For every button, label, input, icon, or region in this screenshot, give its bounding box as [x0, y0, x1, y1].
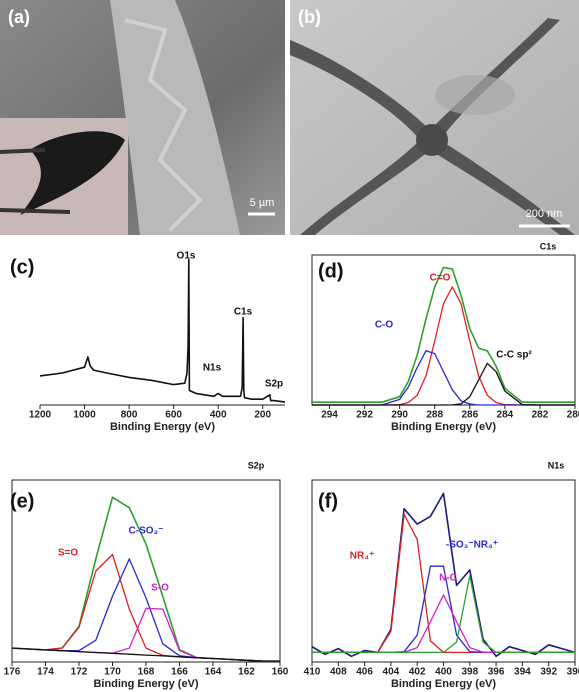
x-axis-label: Binding Energy (eV)	[391, 421, 496, 433]
panel-label: (f)	[318, 490, 338, 512]
spectrum-line	[12, 559, 280, 661]
x-tick-label: 394	[514, 667, 531, 678]
spectrum-line	[312, 351, 575, 405]
x-tick-label: 396	[488, 667, 505, 678]
scale-bar-label: 200 nm	[526, 208, 563, 220]
x-tick-label: 176	[4, 667, 21, 678]
x-tick-label: 170	[104, 667, 121, 678]
spectrum-line	[312, 268, 575, 403]
panel-label: (c)	[10, 256, 34, 278]
x-tick-label: 406	[356, 667, 373, 678]
x-tick-label: 284	[497, 410, 514, 421]
spectrum-line	[312, 363, 575, 405]
x-tick-label: 290	[391, 410, 408, 421]
plot-frame	[312, 480, 575, 662]
x-tick-label: 200	[254, 410, 271, 421]
peak-annotation: N-C	[439, 573, 457, 584]
x-axis-label: Binding Energy (eV)	[93, 678, 198, 690]
x-tick-label: 800	[121, 410, 138, 421]
x-tick-label: 292	[356, 410, 373, 421]
panel-label: (a)	[8, 7, 30, 27]
panel-label: (b)	[298, 7, 321, 27]
panel-label: (e)	[10, 490, 34, 512]
spectrum-line	[12, 608, 280, 661]
peak-annotation: NR₄⁺	[350, 551, 375, 562]
x-tick-label: 164	[205, 667, 222, 678]
x-tick-label: 286	[461, 410, 478, 421]
panel-title: N1s	[548, 460, 565, 470]
peak-annotation: S2p	[265, 379, 283, 390]
x-axis-label: Binding Energy (eV)	[391, 678, 496, 690]
x-tick-label: 174	[37, 667, 54, 678]
x-tick-label: 162	[238, 667, 255, 678]
spectrum-line	[312, 576, 575, 653]
plot-frame	[12, 480, 280, 662]
figure: (a) 5 µm (b) 200 nm 1200 1000 800 600 400 200…	[0, 0, 579, 692]
x-tick-label: 408	[330, 667, 347, 678]
x-tick-label: 282	[532, 410, 549, 421]
x-tick-label: 288	[426, 410, 443, 421]
panel-title: C1s	[540, 241, 557, 251]
peak-annotation: C-O	[375, 320, 394, 331]
peak-annotation: C1s	[234, 307, 253, 318]
spectrum-line	[312, 287, 575, 405]
peak-annotation: S=O	[58, 548, 79, 559]
x-tick-label: 600	[165, 410, 182, 421]
panel-title: S2p	[248, 460, 265, 470]
peak-annotation: S-O	[151, 583, 169, 594]
peak-annotation: O1s	[177, 251, 196, 262]
spectrum-line	[40, 260, 285, 403]
x-tick-label: 294	[321, 410, 338, 421]
x-tick-label: 160	[272, 667, 289, 678]
x-tick-label: 398	[461, 667, 478, 678]
micrograph-a: (a) 5 µm	[0, 0, 285, 235]
x-tick-label: 400	[210, 410, 227, 421]
spectrum-line	[312, 595, 575, 653]
scale-bar-label: 5 µm	[250, 197, 275, 209]
x-tick-label: 402	[409, 667, 426, 678]
micrograph-b: (b) 200 nm	[290, 0, 579, 235]
x-tick-label: 1000	[73, 410, 96, 421]
x-tick-label: 168	[138, 667, 155, 678]
x-tick-label: 1200	[29, 410, 52, 421]
peak-annotation: C-SO₃⁻	[129, 526, 164, 537]
peak-annotation: -SO₃⁻NR₄⁺	[446, 540, 498, 551]
peak-annotation: C=O	[430, 273, 451, 284]
x-tick-label: 166	[171, 667, 188, 678]
x-tick-label: 280	[567, 410, 579, 421]
peak-annotation: N1s	[203, 363, 222, 374]
x-tick-label: 392	[540, 667, 557, 678]
x-tick-label: 400	[435, 667, 452, 678]
panel-label: (d)	[318, 260, 344, 282]
spectrum-line	[12, 497, 280, 661]
x-tick-label: 410	[304, 667, 321, 678]
x-tick-label: 404	[383, 667, 400, 678]
peak-annotation: C-C sp²	[496, 350, 532, 361]
x-tick-label: 172	[71, 667, 88, 678]
x-axis-label: Binding Energy (eV)	[110, 421, 215, 433]
x-tick-label: 390	[567, 667, 579, 678]
